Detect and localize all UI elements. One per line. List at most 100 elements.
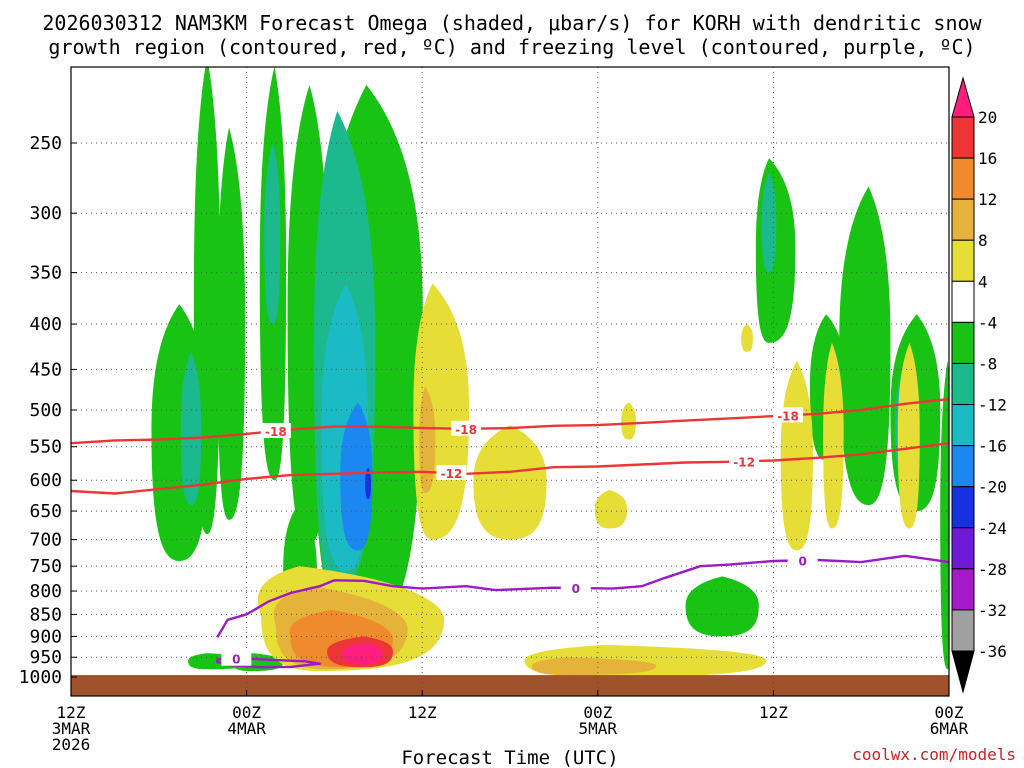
contour-label-1-0: -12 bbox=[441, 467, 463, 481]
colorbar-label-12: -32 bbox=[978, 601, 1007, 620]
contour-label-bg-1-1 bbox=[729, 453, 760, 469]
colorbar: 20 16 12 8 4 -4 -8 -12 -16 -20 -24 -28 -32 -36 bbox=[951, 76, 1007, 694]
colorbar-segment-1 bbox=[951, 157, 975, 200]
y-tick-label-250: 250 bbox=[29, 133, 62, 154]
omega-blue-core-1 bbox=[340, 402, 373, 551]
x-tick-label-0-2: 2026 bbox=[52, 735, 91, 754]
colorbar-segment-4 bbox=[951, 280, 975, 323]
colorbar-segment-3 bbox=[951, 239, 975, 282]
colorbar-bottom-triangle bbox=[951, 650, 975, 694]
x-tick-label-12-1: 4MAR bbox=[227, 719, 266, 738]
plot-frame bbox=[70, 66, 950, 697]
chart-title-line1: 2026030312 NAM3KM Forecast Omega (shaded… bbox=[42, 11, 982, 35]
colorbar-segment-6 bbox=[951, 362, 975, 406]
contour-label-bg-0-2 bbox=[773, 407, 804, 423]
colorbar-segment-7 bbox=[951, 404, 975, 447]
x-tick-label-24-0: 12Z bbox=[408, 703, 437, 722]
colorbar-label-4: 4 bbox=[978, 272, 988, 291]
colorbar-segment-2 bbox=[951, 198, 975, 241]
y-tick-label-500: 500 bbox=[29, 400, 62, 421]
y-tick-label-400: 400 bbox=[29, 314, 62, 335]
colorbar-segment-8 bbox=[951, 445, 975, 488]
x-tick-label-12-0: 00Z bbox=[232, 703, 261, 722]
contour-label-2-0: 0 bbox=[572, 582, 580, 596]
contour-label-bg-2-1 bbox=[787, 552, 818, 568]
omega-teal-core-4 bbox=[761, 172, 777, 273]
y-tick-label-900: 900 bbox=[29, 626, 62, 647]
colorbar-segment-0 bbox=[951, 116, 975, 159]
y-tick-label-300: 300 bbox=[29, 203, 62, 224]
omega-shading bbox=[151, 67, 949, 677]
contour-label-2-1: 0 bbox=[798, 554, 806, 568]
colorbar-label-2: 12 bbox=[978, 190, 997, 209]
colorbar-label-0: 20 bbox=[978, 108, 997, 127]
colorbar-top-triangle bbox=[951, 76, 975, 118]
omega-teal-core-3 bbox=[264, 143, 281, 325]
omega-green-plume-12 bbox=[685, 576, 759, 637]
x-tick-label-36-1: 5MAR bbox=[579, 719, 618, 738]
omega-darkblue-core-1 bbox=[365, 467, 371, 500]
omega-teal-core-2 bbox=[180, 351, 202, 506]
contour-label-bg-0-0 bbox=[260, 422, 291, 438]
omega-green-plume-9 bbox=[839, 186, 891, 506]
colorbar-segment-11 bbox=[951, 568, 975, 611]
y-tick-label-700: 700 bbox=[29, 530, 62, 551]
omega-gold-low-2 bbox=[531, 657, 657, 676]
omega-yellow-7 bbox=[741, 324, 753, 352]
x-tick-label-60-1: 6MAR bbox=[930, 719, 969, 738]
omega-yellow-8 bbox=[621, 402, 636, 440]
colorbar-label-9: -20 bbox=[978, 478, 1007, 497]
colorbar-label-3: 8 bbox=[978, 231, 988, 250]
y-tick-label-1000: 1000 bbox=[19, 667, 62, 688]
omega-yellow-5 bbox=[823, 342, 844, 529]
x-tick-label-0-0: 12Z bbox=[57, 703, 86, 722]
colorbar-label-8: -16 bbox=[978, 437, 1007, 456]
y-tick-label-350: 350 bbox=[29, 263, 62, 284]
omega-yellow-4 bbox=[780, 360, 813, 551]
contour-label-0-2: -18 bbox=[777, 409, 799, 423]
x-tick-label-48-0: 12Z bbox=[759, 703, 788, 722]
credit-text: coolwx.com/models bbox=[852, 745, 1016, 764]
omega-pink-low-1 bbox=[341, 642, 383, 665]
omega-green-plume-15 bbox=[940, 360, 949, 670]
y-tick-label-750: 750 bbox=[29, 556, 62, 577]
contour-label-bg-2-0 bbox=[560, 580, 591, 596]
contour-label-0-1: -18 bbox=[455, 423, 477, 437]
y-tick-label-950: 950 bbox=[29, 647, 62, 668]
x-axis-label: Forecast Time (UTC) bbox=[401, 747, 618, 768]
omega-gold-1 bbox=[419, 386, 436, 493]
y-tick-label-600: 600 bbox=[29, 470, 62, 491]
y-tick-label-800: 800 bbox=[29, 581, 62, 602]
colorbar-label-11: -28 bbox=[978, 560, 1007, 579]
chart-title-line2: growth region (contoured, red, ºC) and f… bbox=[48, 35, 975, 59]
contour-label-3-0: 0 bbox=[232, 653, 240, 667]
y-axis-ticks: 2503003504004505005506006507007508008509… bbox=[19, 133, 77, 688]
colorbar-segment-12 bbox=[951, 609, 975, 652]
colorbar-label-13: -36 bbox=[978, 642, 1007, 661]
colorbar-segment-10 bbox=[951, 527, 975, 570]
colorbar-label-7: -12 bbox=[978, 396, 1007, 415]
x-tick-label-36-0: 00Z bbox=[583, 703, 612, 722]
colorbar-label-10: -24 bbox=[978, 519, 1007, 538]
contour-lines: -18 -18 -18 -12 -12 0 0 0 bbox=[70, 397, 950, 669]
y-tick-label-850: 850 bbox=[29, 604, 62, 625]
y-tick-label-650: 650 bbox=[29, 501, 62, 522]
contour-label-bg-0-1 bbox=[451, 420, 482, 436]
colorbar-label-5: -4 bbox=[978, 313, 997, 332]
y-tick-label-450: 450 bbox=[29, 359, 62, 380]
contour-label-bg-3-0 bbox=[221, 650, 252, 666]
colorbar-segment-5 bbox=[951, 321, 975, 364]
y-tick-label-550: 550 bbox=[29, 437, 62, 458]
x-tick-label-0-1: 3MAR bbox=[52, 719, 91, 738]
ground-surface bbox=[71, 675, 949, 696]
colorbar-label-1: 16 bbox=[978, 149, 997, 168]
x-tick-label-60-0: 00Z bbox=[935, 703, 964, 722]
contour-line-1 bbox=[70, 442, 950, 495]
colorbar-label-6: -8 bbox=[978, 354, 997, 373]
contour-label-1-1: -12 bbox=[733, 455, 755, 469]
omega-yellow-2 bbox=[473, 425, 547, 540]
omega-yellow-6 bbox=[897, 342, 920, 529]
contour-label-0-0: -18 bbox=[265, 425, 287, 439]
